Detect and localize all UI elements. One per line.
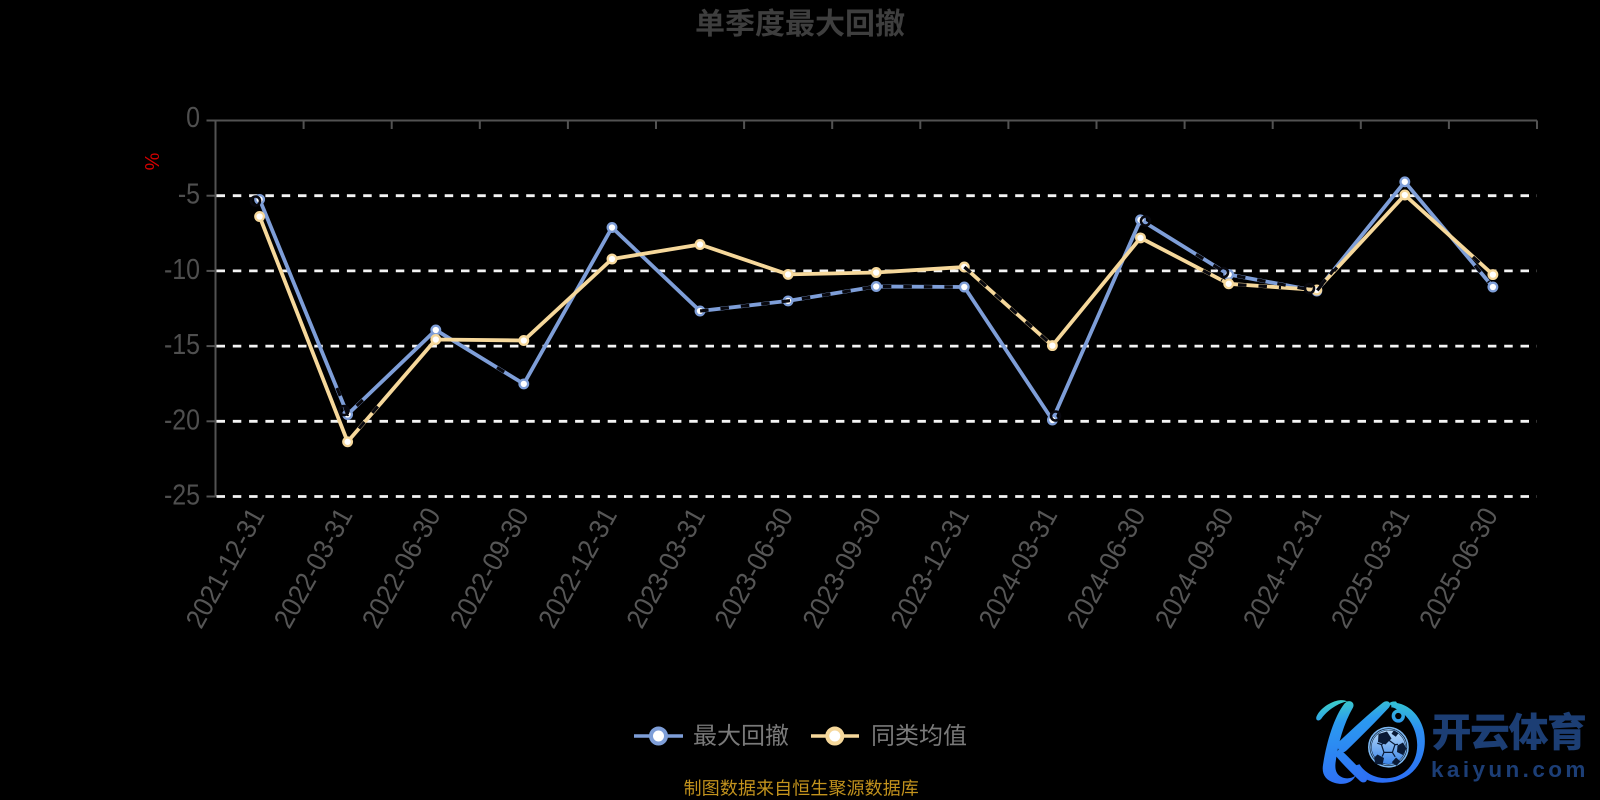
svg-text:-25: -25 [164, 479, 200, 511]
svg-text:0: 0 [186, 101, 200, 133]
svg-text:-10: -10 [164, 253, 200, 285]
svg-text:%: % [140, 153, 162, 171]
svg-text:kaiyun.com: kaiyun.com [1431, 757, 1589, 782]
svg-text:-5: -5 [178, 178, 200, 210]
svg-text:-15: -15 [164, 328, 200, 360]
svg-text:-20: -20 [164, 404, 200, 436]
